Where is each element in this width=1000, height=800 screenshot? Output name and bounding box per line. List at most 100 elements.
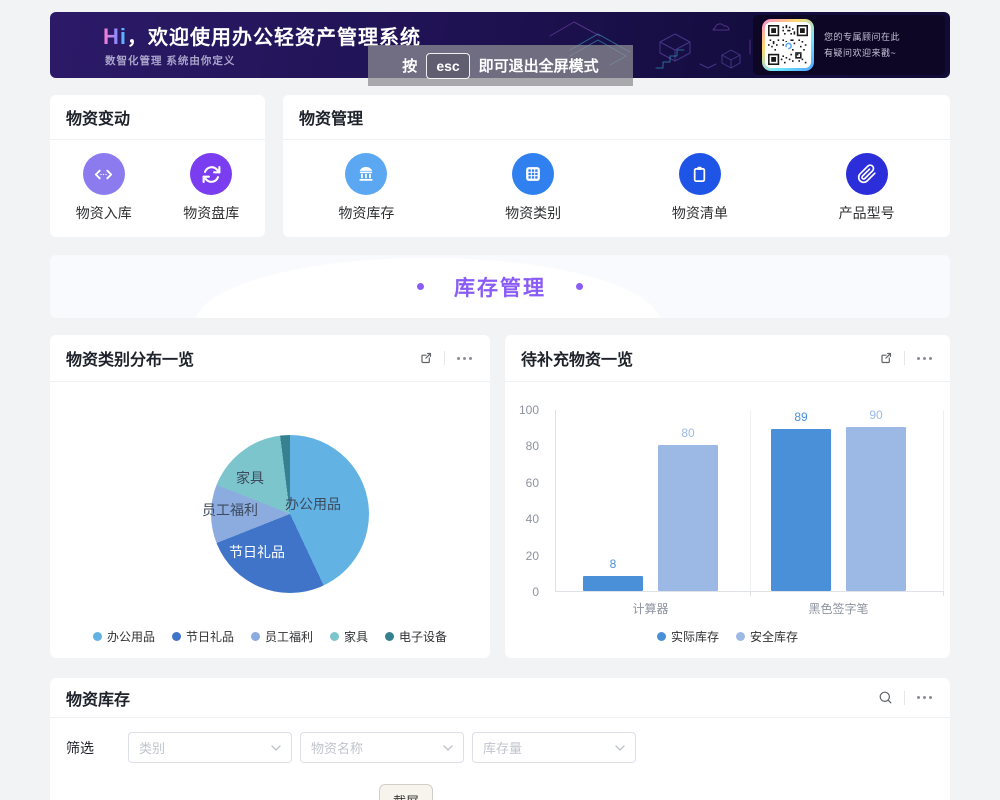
inventory-card: 物资库存 筛选 类别 物资名称 库存量 <box>50 678 950 800</box>
legend-dot <box>330 632 339 641</box>
legend-label: 电子设备 <box>399 630 448 644</box>
pie-slice-label: 节日礼品 <box>229 544 285 560</box>
grid-icon <box>526 167 540 181</box>
bar-card-title: 待补充物资一览 <box>521 352 634 369</box>
bar-value-label: 90 <box>869 408 883 423</box>
divider <box>904 690 905 705</box>
bar-value-label: 8 <box>609 557 617 572</box>
pie-legend: 办公用品 节日礼品 员工福利 家具 电子设备 <box>50 628 490 645</box>
legend-dot <box>736 632 745 641</box>
y-axis-tick-label: 60 <box>525 475 539 490</box>
exit-fullscreen-toast: 按 esc 即可退出全屏模式 <box>368 45 633 86</box>
esc-key: esc <box>426 52 470 79</box>
toast-prefix: 按 <box>402 58 418 75</box>
action-product-model[interactable]: 产品型号 <box>839 153 895 223</box>
legend-item-节日礼品[interactable]: 节日礼品 <box>171 628 234 645</box>
legend-dot <box>250 632 260 641</box>
legend-item-家具[interactable]: 家具 <box>330 628 368 645</box>
bank-icon <box>359 166 373 181</box>
section-title: 库存管理 <box>454 276 546 300</box>
bar-安全库存-黑色签字笔 <box>846 427 906 591</box>
material-name-select[interactable]: 物资名称 <box>300 732 464 763</box>
external-link-icon[interactable] <box>878 350 894 366</box>
banner-subtitle: 数智化管理 系统由你定义 <box>105 55 236 67</box>
filter-row: 筛选 类别 物资名称 库存量 <box>50 718 950 763</box>
more-icon[interactable] <box>915 355 934 362</box>
legend-item-办公用品[interactable]: 办公用品 <box>92 628 155 645</box>
legend-item-安全库存[interactable]: 安全库存 <box>736 628 798 645</box>
material-change-title: 物资变动 <box>66 111 131 128</box>
more-icon[interactable] <box>455 355 474 362</box>
paperclip-icon <box>857 164 876 184</box>
inventory-section-banner: 库存管理 <box>50 255 950 318</box>
filter-label: 筛选 <box>66 739 94 756</box>
bar-chart-plot: 8 80 计算器 89 90 黑色签字笔 <box>555 408 944 616</box>
legend-item-员工福利[interactable]: 员工福利 <box>250 628 313 645</box>
action-material-category[interactable]: 物资类别 <box>505 153 561 223</box>
decor-dot-left <box>417 283 424 290</box>
y-axis-tick-label: 40 <box>525 512 539 527</box>
code-arrows-icon <box>95 169 113 179</box>
qr-caption: 您的专属顾问在此 有疑问欢迎来戳~ <box>824 29 900 61</box>
screenshot-tooltip: 截屏 <box>379 784 433 800</box>
pie-card-title: 物资类别分布一览 <box>66 352 195 369</box>
y-axis-tick-label: 20 <box>525 548 539 563</box>
stock-quantity-select[interactable]: 库存量 <box>472 732 636 763</box>
decor-dot-right <box>576 283 583 290</box>
x-axis-category-label: 黑色签字笔 <box>808 602 869 616</box>
action-material-list[interactable]: 物资清单 <box>672 153 728 223</box>
inventory-title: 物资库存 <box>66 691 131 709</box>
bar-value-label: 89 <box>794 410 808 425</box>
legend-dot <box>385 632 395 641</box>
action-material-inventory[interactable]: 物资库存 <box>338 153 394 223</box>
action-label: 产品型号 <box>838 205 895 221</box>
bar-安全库存-计算器 <box>658 445 718 591</box>
legend-label: 实际库存 <box>670 630 719 644</box>
divider <box>904 351 905 365</box>
y-axis-tick-label: 80 <box>525 439 539 454</box>
action-label: 物资库存 <box>338 205 395 221</box>
action-label: 物资入库 <box>75 205 132 221</box>
legend-dot <box>92 632 102 641</box>
select-placeholder: 物资名称 <box>311 741 364 756</box>
action-label: 物资类别 <box>505 205 562 221</box>
more-icon[interactable] <box>915 694 934 701</box>
legend-label: 员工福利 <box>264 630 313 644</box>
action-material-stocktake[interactable]: 物资盘库 <box>183 153 239 223</box>
banner-greeting-hi: Hi <box>103 24 127 49</box>
pie-chart <box>211 435 369 593</box>
category-select[interactable]: 类别 <box>128 732 292 763</box>
select-placeholder: 库存量 <box>483 741 523 756</box>
pie-slice-label: 员工福利 <box>202 502 258 518</box>
action-label: 物资清单 <box>671 205 728 221</box>
external-link-icon[interactable] <box>418 350 434 366</box>
pie-slice-label: 家具 <box>236 470 264 486</box>
chevron-down-icon <box>443 744 453 751</box>
banner-title: Hi，欢迎使用办公轻资产管理系统 <box>103 21 421 50</box>
material-change-card: 物资变动 物资入库 物资盘库 <box>50 95 265 237</box>
bar-value-label: 80 <box>681 426 695 441</box>
qr-code-image <box>768 25 808 65</box>
advisor-qr-panel: 您的专属顾问在此 有疑问欢迎来戳~ <box>753 15 945 75</box>
legend-label: 节日礼品 <box>185 630 234 644</box>
select-placeholder: 类别 <box>139 741 166 756</box>
bar-legend: 实际库存 安全库存 <box>505 628 950 645</box>
material-management-card: 物资管理 物资库存 <box>283 95 950 237</box>
banner-greeting-text: ，欢迎使用办公轻资产管理系统 <box>127 27 421 49</box>
chevron-down-icon <box>615 744 625 751</box>
qr-caption-line1: 您的专属顾问在此 <box>824 31 901 42</box>
qr-code <box>762 19 814 71</box>
search-icon[interactable] <box>877 689 894 706</box>
action-material-inbound[interactable]: 物资入库 <box>76 153 132 223</box>
legend-item-实际库存[interactable]: 实际库存 <box>656 628 719 645</box>
toast-suffix: 即可退出全屏模式 <box>478 58 599 75</box>
y-axis-tick-label: 0 <box>532 585 539 599</box>
legend-label: 办公用品 <box>106 630 155 644</box>
legend-item-电子设备[interactable]: 电子设备 <box>385 628 447 645</box>
pie-slice-label: 办公用品 <box>285 496 341 512</box>
y-axis-tick-label: 100 <box>518 403 539 417</box>
sync-icon <box>202 165 221 183</box>
material-management-title: 物资管理 <box>299 111 364 128</box>
y-axis: 0 20 40 60 80 100 <box>507 403 547 599</box>
